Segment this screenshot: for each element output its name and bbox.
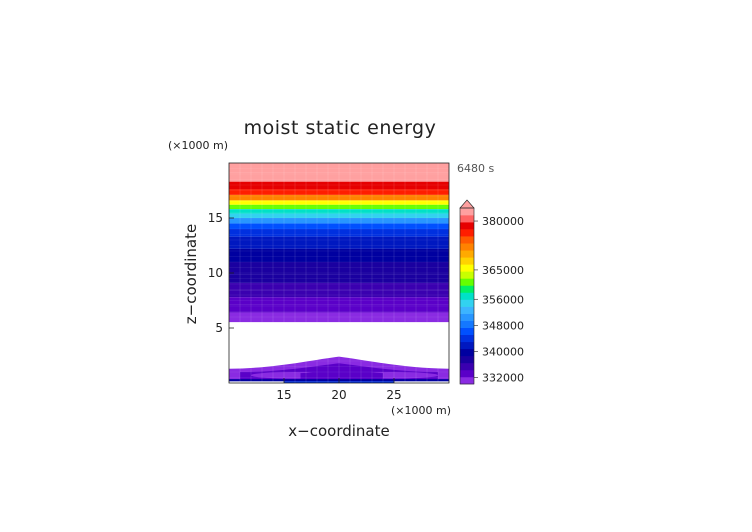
colorbar-swatch	[460, 229, 474, 237]
y-tick-label: 15	[208, 211, 223, 225]
colorbar-swatch	[460, 341, 474, 350]
field-band	[229, 297, 449, 305]
field-band	[229, 262, 449, 275]
colorbar-swatch	[460, 362, 474, 371]
field-band	[229, 229, 449, 237]
colorbar-swatch	[460, 243, 474, 251]
chart-title: moist static energy	[244, 117, 437, 139]
field-band	[229, 236, 449, 249]
colorbar-swatch	[460, 292, 474, 300]
x-tick-label: 25	[386, 388, 401, 402]
field-band	[229, 248, 449, 262]
field-band	[229, 200, 449, 205]
colorbar-tick-label: 332000	[482, 371, 524, 384]
colorbar-swatch	[460, 369, 474, 378]
colorbar-swatch	[460, 257, 474, 265]
field-band	[229, 181, 449, 190]
colorbar-swatch	[460, 278, 474, 286]
colorbar-tick-label: 365000	[482, 264, 524, 277]
x-axis-ticks: 15 20 25	[276, 378, 402, 402]
field-band	[229, 304, 449, 313]
y-tick-label: 10	[208, 266, 223, 280]
field-band	[229, 172, 449, 182]
field-band	[229, 282, 449, 291]
field-band	[229, 213, 449, 218]
colorbar-swatch	[460, 327, 474, 336]
x-tick-label: 15	[276, 388, 291, 402]
field-band	[229, 312, 449, 321]
field-band	[229, 194, 449, 201]
colorbar-swatch	[460, 355, 474, 364]
colorbar-swatch	[460, 334, 474, 343]
colorbar-swatch	[460, 264, 474, 272]
field-band	[229, 163, 449, 173]
x-unit-label: (×1000 m)	[391, 404, 451, 417]
colorbar-tick-label: 340000	[482, 345, 524, 358]
field-band	[229, 223, 449, 229]
field-band	[229, 290, 449, 298]
field-band	[229, 204, 449, 210]
colorbar: 380000 365000 356000 348000 340000 332000	[459, 199, 524, 385]
field-band	[229, 209, 449, 214]
y-axis-title: z−coordinate	[182, 224, 200, 324]
colorbar-swatch	[460, 250, 474, 258]
field-band	[229, 218, 449, 224]
colorbar-swatch	[460, 215, 474, 223]
colorbar-tick-label: 356000	[482, 293, 524, 306]
x-tick-label: 20	[331, 388, 346, 402]
colorbar-extend-arrow	[459, 199, 475, 209]
colorbar-swatch	[460, 306, 474, 314]
y-tick-label: 5	[215, 321, 223, 335]
colorbar-tick-label: 380000	[482, 215, 524, 228]
field-band-edge	[229, 319, 449, 323]
colorbar-swatch	[460, 320, 474, 328]
colorbar-swatch	[460, 348, 474, 357]
colorbar-frame	[459, 207, 475, 385]
boundary-dome	[300, 366, 383, 380]
colorbar-swatch	[460, 222, 474, 230]
y-axis-ticks: 5 10 15	[208, 211, 234, 335]
field-band	[229, 274, 449, 283]
colorbar-swatch	[460, 313, 474, 321]
x-axis-title: x−coordinate	[288, 422, 389, 440]
colorbar-swatch	[460, 271, 474, 279]
colorbar-swatch	[460, 208, 474, 216]
field-band	[229, 189, 449, 195]
time-label: 6480 s	[457, 162, 494, 175]
colorbar-swatch	[460, 376, 474, 385]
y-unit-label: (×1000 m)	[168, 139, 228, 152]
colorbar-swatch	[460, 236, 474, 244]
colorbar-swatch	[460, 299, 474, 307]
field-layer	[229, 163, 449, 383]
colorbar-swatch	[460, 285, 474, 293]
colorbar-tick-label: 348000	[482, 319, 524, 332]
plot-area	[228, 162, 450, 384]
